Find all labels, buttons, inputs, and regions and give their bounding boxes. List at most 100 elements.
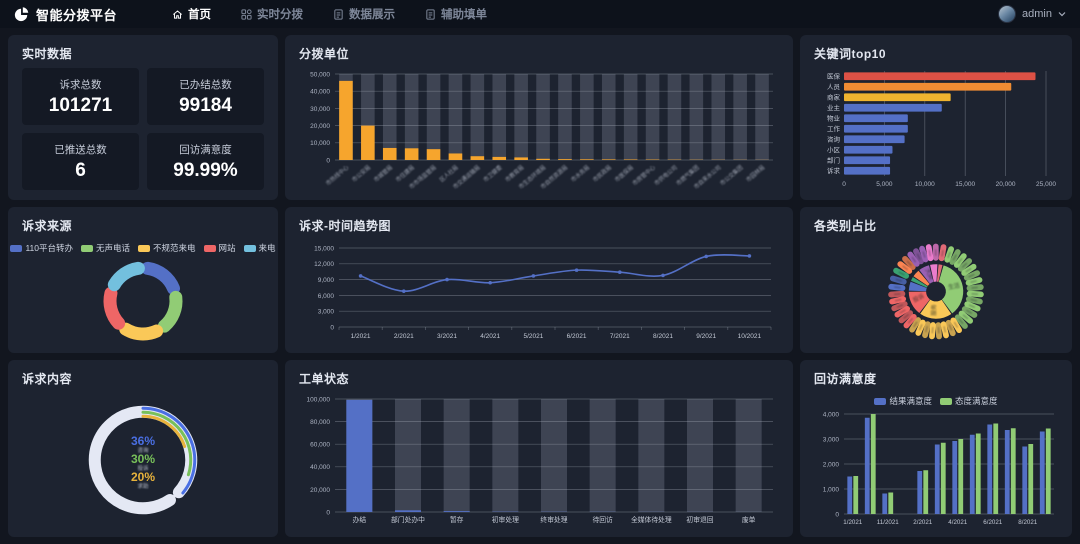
sunburst-outer-petal [965, 277, 983, 286]
legend-item[interactable]: 网站 [203, 242, 236, 254]
nav-item-home[interactable]: 首页 [157, 0, 226, 28]
svg-text:2/2021: 2/2021 [394, 333, 414, 340]
nav-item-realtime-dispatch[interactable]: 实时分拨 [226, 0, 318, 28]
stat-label: 诉求总数 [59, 78, 102, 91]
main-nav: 首页 实时分拨 数据展示 辅助填单 [157, 0, 502, 28]
legend-item[interactable]: 110平台转办 [10, 242, 73, 254]
legend-item[interactable]: 无声电话 [81, 242, 130, 254]
svg-text:0: 0 [842, 181, 846, 188]
svg-text:1,000: 1,000 [823, 486, 840, 493]
legend-item[interactable]: 态度满意度 [940, 395, 998, 407]
legend-label: 来电 [258, 243, 276, 253]
data-point [358, 274, 363, 278]
bar [601, 159, 616, 160]
bar [404, 148, 419, 160]
bar [934, 444, 940, 514]
bar [917, 471, 923, 514]
legend-label: 无声电话 [96, 243, 131, 253]
bar [346, 399, 373, 512]
svg-text:80,000: 80,000 [310, 419, 330, 426]
bar [844, 145, 893, 154]
chart-svg [103, 261, 183, 341]
sunburst-inner-segment [908, 291, 930, 314]
sources-donut-chart [22, 257, 264, 343]
stat-card-satisfaction: 回访满意度 99.99% [147, 133, 264, 190]
sunburst-inner-segment [930, 264, 938, 282]
bar [952, 441, 958, 514]
legend-label: 网站 [218, 243, 236, 253]
bar [514, 157, 528, 160]
sunburst-inner-segment [908, 281, 927, 292]
sunburst-outer-petal [888, 290, 906, 298]
legend-item[interactable]: 来电 [243, 242, 276, 254]
sunburst-outer-petal [957, 258, 973, 272]
sources-legend: 110平台转办 无声电话 不规范来电 网站 来电 [10, 242, 276, 254]
svg-text:服务: 服务 [930, 304, 938, 316]
sunburst-inner-segment [913, 270, 930, 286]
nav-item-label: 辅助填单 [441, 9, 488, 21]
user-avatar [998, 5, 1017, 23]
svg-text:区人社局: 区人社局 [438, 163, 460, 183]
sunburst-outer-petal [966, 284, 984, 292]
pie-slice [157, 290, 183, 333]
svg-text:诉求: 诉求 [827, 166, 841, 175]
svg-text:5,000: 5,000 [876, 181, 893, 188]
user-menu[interactable]: admin [998, 5, 1066, 23]
pie-slice [119, 322, 164, 341]
sunburst-outer-petal [894, 305, 910, 318]
bar [987, 424, 993, 514]
nav-item-label: 首页 [188, 9, 212, 21]
panel-title: 诉求-时间趋势图 [299, 219, 391, 233]
svg-text:15,000: 15,000 [314, 245, 334, 252]
chart-svg: 0 20,000 40,000 60,000 80,000 100,000 办结 部门处办中 暂… [307, 396, 773, 524]
panel-title: 诉求内容 [22, 372, 73, 386]
sunburst-outer-petal [902, 255, 916, 270]
nav-item-data-display[interactable]: 数据展示 [318, 0, 410, 28]
legend-item[interactable]: 结果满意度 [874, 395, 932, 407]
chart-svg: 0 1,000 2,000 3,000 4,000 1/2021 11/2021 2/2021… [823, 411, 1054, 526]
sunburst-outer-petal [938, 244, 947, 262]
panel-request-content: 诉求内容 36% 咨询 30% 投诉 20% 求助 [8, 360, 278, 537]
legend-swatch [10, 244, 23, 252]
svg-text:物业: 物业 [827, 113, 841, 122]
panel-title: 关键词top10 [814, 47, 887, 61]
svg-text:咨询: 咨询 [137, 446, 149, 454]
brand: 智能分拨平台 [14, 5, 117, 24]
svg-text:4/2021: 4/2021 [480, 333, 500, 340]
bar [426, 149, 441, 160]
data-point [445, 277, 449, 282]
panel-title: 分拨单位 [299, 47, 350, 61]
bar [1028, 444, 1034, 514]
stat-label: 已办结总数 [179, 78, 232, 91]
keywords-hbar-chart: 0 5,000 10,000 15,000 20,000 25,000 医保 人员 商家 业主 物业… [814, 68, 1058, 190]
stat-value: 99.99% [173, 159, 238, 181]
bar [623, 159, 638, 160]
panel-realtime-data: 实时数据 诉求总数 101271 已办结总数 99184 已推送总数 6 回访满… [8, 35, 278, 200]
svg-text:20%: 20% [131, 470, 155, 484]
bar [844, 124, 908, 133]
category-sunburst-chart: 生活 服务 投诉 大类 [814, 240, 1058, 343]
bar [844, 114, 908, 123]
svg-text:9/2021: 9/2021 [696, 333, 716, 340]
bar [844, 166, 891, 175]
svg-text:暂存: 暂存 [450, 515, 464, 524]
grid-icon [241, 8, 252, 20]
stat-value: 99184 [179, 94, 232, 116]
svg-text:咨询: 咨询 [827, 134, 841, 143]
bar [536, 158, 550, 160]
sunburst-outer-petal [954, 314, 968, 329]
legend-item[interactable]: 不规范来电 [138, 242, 196, 254]
status-bar-chart: 0 20,000 40,000 60,000 80,000 100,000 办结 部门处办中 暂… [299, 393, 779, 527]
sunburst-outer-petal [966, 290, 984, 298]
data-point [661, 273, 665, 278]
brand-title: 智能分拨平台 [36, 7, 118, 23]
data-point [531, 274, 536, 278]
panel-title: 实时数据 [22, 47, 73, 61]
svg-text:医保: 医保 [827, 71, 841, 80]
user-name: admin [1022, 8, 1052, 20]
sunburst-outer-petal [958, 310, 974, 324]
stat-value: 6 [75, 159, 86, 181]
bar [864, 417, 870, 514]
stat-label: 回访满意度 [179, 143, 232, 156]
nav-item-assist-form[interactable]: 辅助填单 [410, 0, 502, 28]
